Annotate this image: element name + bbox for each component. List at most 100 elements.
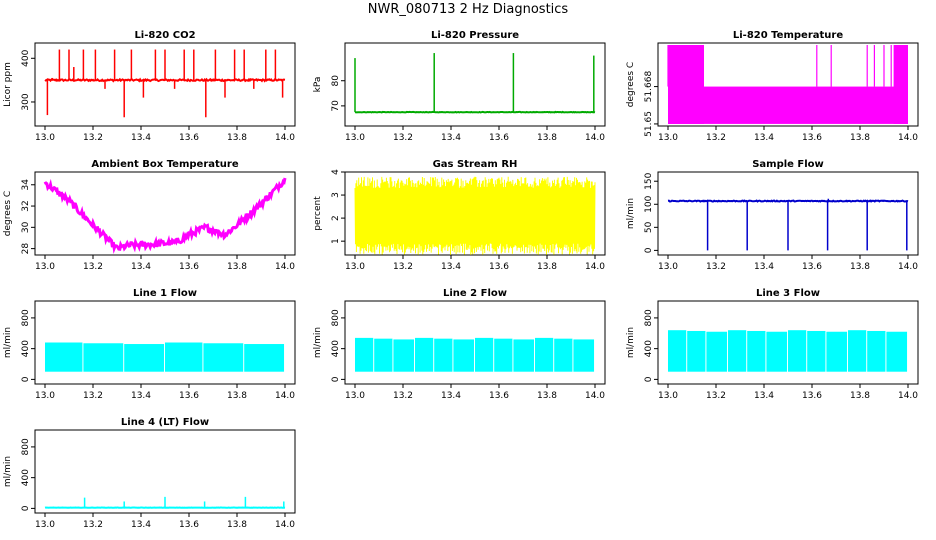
- panel-title: Gas Stream RH: [433, 159, 518, 170]
- y-tick-label: 400: [21, 469, 31, 486]
- x-tick-label: 13.4: [441, 133, 461, 143]
- x-tick-label: 13.6: [802, 133, 822, 143]
- series-block: [434, 338, 453, 372]
- panel-title: Line 4 (LT) Flow: [121, 417, 209, 428]
- plot-frame: [657, 171, 919, 256]
- y-tick-label: 80: [331, 75, 341, 87]
- y-axis-label: ml/min: [626, 198, 636, 229]
- y-tick-label: 51.668: [644, 71, 654, 103]
- x-tick-label: 13.4: [131, 520, 151, 530]
- x-tick-label: 13.4: [441, 262, 461, 272]
- plot-frame: [34, 300, 296, 385]
- x-tick-label: 13.6: [489, 262, 509, 272]
- y-tick-label: 0: [644, 247, 654, 253]
- panel-title: Sample Flow: [752, 159, 824, 170]
- x-tick-label: 13.8: [227, 133, 247, 143]
- x-tick-label: 13.6: [489, 391, 509, 401]
- x-tick-label: 14.0: [275, 391, 295, 401]
- y-axis-label: ml/min: [626, 327, 636, 358]
- panel-title: Line 2 Flow: [443, 288, 507, 299]
- x-tick-label: 13.4: [754, 133, 774, 143]
- series-block: [374, 338, 393, 372]
- series-block: [826, 331, 848, 372]
- y-tick-label: 300: [21, 93, 31, 110]
- y-axis-label: degrees C: [3, 191, 13, 236]
- x-tick-label: 13.0: [35, 520, 55, 530]
- x-tick-label: 13.6: [179, 520, 199, 530]
- x-tick-label: 13.0: [658, 133, 678, 143]
- y-axis-label: kPa: [313, 77, 323, 93]
- x-tick-label: 13.8: [227, 262, 247, 272]
- series-block: [728, 330, 747, 372]
- x-tick-label: 14.0: [275, 133, 295, 143]
- main-title: NWR_080713 2 Hz Diagnostics: [367, 2, 569, 17]
- plot-frame: [34, 429, 296, 514]
- y-axis-label: ml/min: [3, 327, 13, 358]
- y-tick-label: 50: [644, 221, 654, 233]
- plot-frame: [657, 300, 919, 385]
- x-tick-label: 13.0: [35, 391, 55, 401]
- y-tick-label: 0: [21, 505, 31, 511]
- y-tick-label: 150: [644, 172, 654, 189]
- series-block: [788, 330, 807, 372]
- y-tick-label: 800: [21, 309, 31, 326]
- x-tick-label: 13.8: [537, 133, 557, 143]
- x-tick-label: 13.6: [802, 262, 822, 272]
- x-tick-label: 13.6: [489, 133, 509, 143]
- x-tick-label: 14.0: [898, 133, 918, 143]
- series-block: [554, 338, 573, 372]
- y-tick-label: 0: [331, 376, 341, 382]
- x-tick-label: 13.6: [179, 391, 199, 401]
- panel-line3: Line 3 Flow ml/min 13.0 13.2 13.4 13.6 13.8 14.…: [626, 288, 919, 401]
- series-block: [83, 343, 124, 372]
- panel-title: Li-820 Pressure: [431, 30, 519, 41]
- panel-temp: Li-820 Temperature degrees C 13.0 13.2 13.4 1…: [626, 30, 919, 143]
- plot-frame: [34, 42, 296, 127]
- series-band: [668, 86, 908, 124]
- x-tick-label: 13.2: [83, 391, 103, 401]
- series-block: [747, 330, 766, 372]
- panel-title: Line 1 Flow: [133, 288, 197, 299]
- y-tick-label: 2: [331, 215, 341, 221]
- plot-frame: [344, 300, 606, 385]
- series-block: [687, 330, 706, 372]
- x-tick-label: 13.8: [227, 391, 247, 401]
- series-block: [45, 342, 83, 372]
- series-line: [354, 176, 596, 255]
- x-tick-label: 13.2: [706, 391, 726, 401]
- series-block: [453, 339, 475, 372]
- y-tick-label: 0: [644, 376, 654, 382]
- x-tick-label: 13.2: [393, 391, 413, 401]
- series-block: [513, 339, 535, 372]
- y-tick-label: 1: [331, 238, 341, 244]
- y-tick-label: 400: [21, 49, 31, 66]
- x-tick-label: 14.0: [585, 133, 605, 143]
- panel-co2: Li-820 CO2 Licor ppm 13.0 13.2 13.4 13.6 13.8 1…: [3, 30, 296, 143]
- x-tick-label: 14.0: [585, 391, 605, 401]
- series-block: [848, 330, 867, 372]
- series-block: [494, 338, 513, 372]
- x-tick-label: 13.0: [345, 133, 365, 143]
- x-tick-label: 13.2: [393, 262, 413, 272]
- series-block: [573, 339, 595, 372]
- series-block: [668, 330, 687, 372]
- series-block: [535, 337, 554, 372]
- x-tick-label: 13.6: [179, 133, 199, 143]
- series-block: [203, 343, 244, 372]
- x-tick-label: 14.0: [275, 262, 295, 272]
- series-block: [807, 330, 826, 372]
- plot-frame: [344, 42, 606, 127]
- y-tick-label: 70: [331, 100, 341, 112]
- x-tick-label: 14.0: [585, 262, 605, 272]
- x-tick-label: 13.8: [537, 262, 557, 272]
- x-tick-label: 13.2: [83, 520, 103, 530]
- panel-ambient: Ambient Box Temperature degrees C 13.0 13.2…: [3, 159, 296, 272]
- y-tick-label: 32: [21, 200, 31, 211]
- y-tick-label: 400: [21, 340, 31, 357]
- y-tick-label: 400: [331, 340, 341, 357]
- x-tick-label: 13.4: [131, 133, 151, 143]
- panel-sample: Sample Flow ml/min 13.0 13.2 13.4 13.6 13.8 14.…: [626, 159, 919, 272]
- series-block: [415, 337, 434, 372]
- y-tick-label: 51.65: [644, 111, 654, 137]
